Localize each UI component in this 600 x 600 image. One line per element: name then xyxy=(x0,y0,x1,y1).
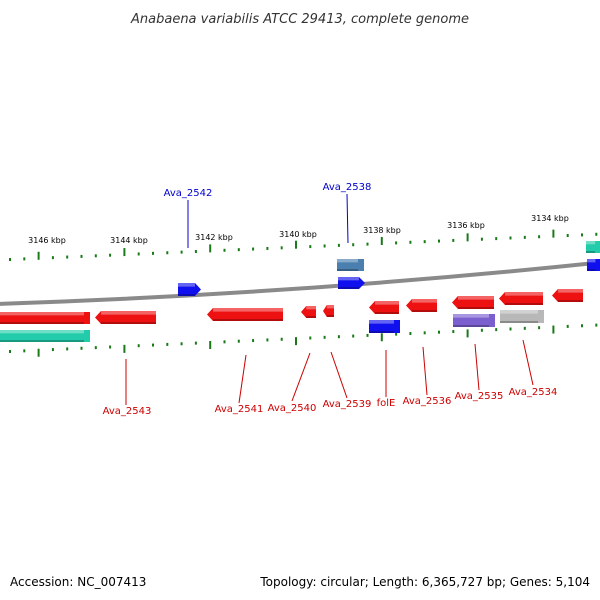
gene-ava-2541 xyxy=(207,308,283,321)
gene-teal-left-edge xyxy=(0,330,90,342)
gene-ava-2542 xyxy=(178,283,201,296)
scale-label: 3142 kbp xyxy=(195,233,233,242)
gene-fole-inner xyxy=(369,320,400,333)
gene-label-ava-2536: Ava_2536 xyxy=(403,346,452,407)
gene-ava-2543 xyxy=(95,311,156,324)
gene-blue-right-edge xyxy=(587,259,600,271)
gene-ava-2535-inner xyxy=(453,314,495,327)
scale-label: 3146 kbp xyxy=(28,236,66,245)
gene-label-text: Ava_2541 xyxy=(215,404,264,415)
leader-line xyxy=(238,354,247,404)
scale-label: 3138 kbp xyxy=(363,226,401,235)
scale-label: 3134 kbp xyxy=(531,214,569,223)
gene-ava-2538 xyxy=(338,277,365,289)
gene-label-text: Ava_2540 xyxy=(268,403,317,414)
gene-ava-2534-inner xyxy=(500,310,544,323)
scale-label: 3144 kbp xyxy=(110,236,148,245)
gene-labels: Ava_2542 Ava_2538 Ava_2543 Ava_2541 Ava_2540… xyxy=(103,182,558,417)
genome-backbone xyxy=(0,260,600,306)
gene-label-text: Ava_2535 xyxy=(455,391,504,402)
gene-label-ava-2538: Ava_2538 xyxy=(323,182,372,244)
gene-ava-2539 xyxy=(323,305,334,317)
gene-red-right-edge xyxy=(552,289,583,302)
leader-line xyxy=(474,343,480,391)
leader-line xyxy=(330,351,348,399)
gene-ava-2540 xyxy=(301,306,316,318)
gene-ava-2536 xyxy=(406,299,437,312)
gene-label-ava-2543: Ava_2543 xyxy=(103,359,152,417)
leader-line xyxy=(522,339,534,386)
gene-label-text: Ava_2536 xyxy=(403,396,452,407)
scale-label: 3140 kbp xyxy=(279,230,317,239)
gene-label-ava-2542: Ava_2542 xyxy=(164,188,213,248)
accession-text: Accession: NC_007413 xyxy=(10,575,147,589)
gene-label-ava-2535: Ava_2535 xyxy=(455,343,504,402)
gene-teal-right-edge xyxy=(586,241,600,253)
gene-label-text: Ava_2534 xyxy=(509,387,558,398)
gene-label-text: Ava_2543 xyxy=(103,406,152,417)
gene-label-text: Ava_2538 xyxy=(323,182,372,193)
gene-label-ava-2539: Ava_2539 xyxy=(323,351,372,410)
gene-red-left-edge xyxy=(0,312,90,324)
gene-label-ava-2541: Ava_2541 xyxy=(215,354,264,415)
map-title: Anabaena variabilis ATCC 29413, complete… xyxy=(130,12,469,27)
gene-ava-2534 xyxy=(499,292,543,305)
gene-label-ava-2534: Ava_2534 xyxy=(509,339,558,398)
scale-label: 3136 kbp xyxy=(447,221,485,230)
gene-label-text: folE xyxy=(377,398,396,409)
gene-label-ava-2540: Ava_2540 xyxy=(268,352,317,414)
gene-fole xyxy=(369,301,399,314)
gene-features xyxy=(0,241,600,342)
gene-label-text: Ava_2542 xyxy=(164,188,213,199)
leader-line xyxy=(346,193,349,244)
genome-summary-text: Topology: circular; Length: 6,365,727 bp… xyxy=(260,575,590,589)
leader-line xyxy=(422,346,428,396)
gene-ava-2535 xyxy=(452,296,494,309)
gene-label-fole: folE xyxy=(377,350,396,409)
scale-ticks: 3146 kbp 3144 kbp 3142 kbp 3140 kbp 3138 kbp… xyxy=(9,214,598,357)
gene-label-text: Ava_2539 xyxy=(323,399,372,410)
leader-line xyxy=(291,352,311,402)
gene-ava-2538-top xyxy=(337,259,364,271)
